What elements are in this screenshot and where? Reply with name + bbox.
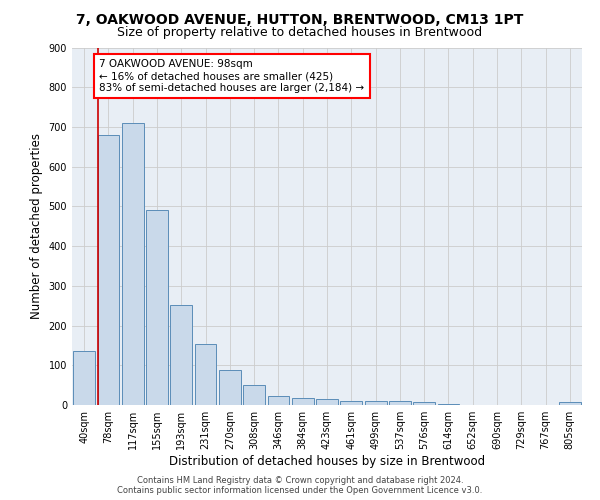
Bar bbox=[437, 404, 460, 405]
Bar bbox=[73, 352, 95, 405]
Bar bbox=[389, 401, 411, 405]
Bar bbox=[268, 396, 289, 405]
Text: 7 OAKWOOD AVENUE: 98sqm
← 16% of detached houses are smaller (425)
83% of semi-d: 7 OAKWOOD AVENUE: 98sqm ← 16% of detache… bbox=[99, 60, 364, 92]
Bar bbox=[243, 385, 265, 405]
Bar bbox=[365, 401, 386, 405]
Bar bbox=[413, 402, 435, 405]
X-axis label: Distribution of detached houses by size in Brentwood: Distribution of detached houses by size … bbox=[169, 455, 485, 468]
Bar bbox=[292, 398, 314, 405]
Bar bbox=[97, 135, 119, 405]
Text: 7, OAKWOOD AVENUE, HUTTON, BRENTWOOD, CM13 1PT: 7, OAKWOOD AVENUE, HUTTON, BRENTWOOD, CM… bbox=[76, 12, 524, 26]
Bar bbox=[340, 400, 362, 405]
Bar bbox=[170, 305, 192, 405]
Text: Size of property relative to detached houses in Brentwood: Size of property relative to detached ho… bbox=[118, 26, 482, 39]
Bar bbox=[194, 344, 217, 405]
Bar bbox=[122, 123, 143, 405]
Y-axis label: Number of detached properties: Number of detached properties bbox=[30, 133, 43, 320]
Bar bbox=[219, 370, 241, 405]
Text: Contains HM Land Registry data © Crown copyright and database right 2024.
Contai: Contains HM Land Registry data © Crown c… bbox=[118, 476, 482, 495]
Bar bbox=[559, 402, 581, 405]
Bar bbox=[316, 399, 338, 405]
Bar bbox=[146, 210, 168, 405]
